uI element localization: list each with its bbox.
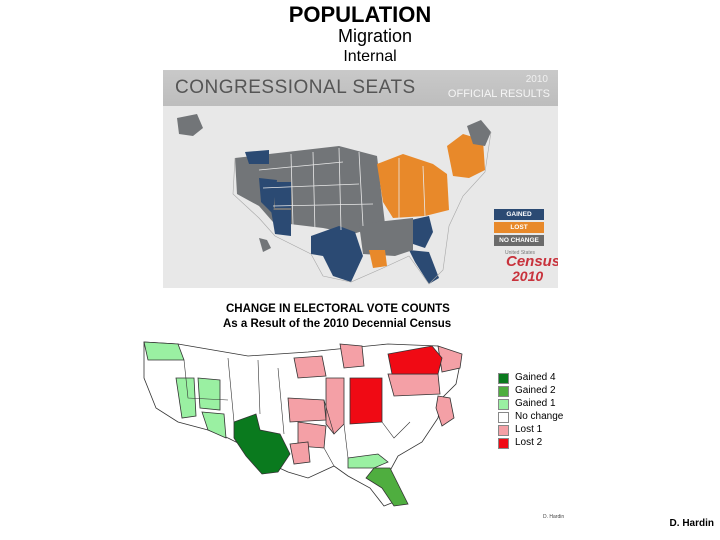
ev-nevada-shape <box>175 377 197 419</box>
ev-washington-shape <box>143 341 185 361</box>
ev-legend-lost-1: Lost 1 <box>498 424 598 437</box>
ev-pennsylvania-shape <box>387 373 441 397</box>
ev-legend-label: Gained 4 <box>515 372 556 383</box>
seats-map-official: OFFICIAL RESULTS <box>447 88 550 100</box>
ev-map-title: CHANGE IN ELECTORAL VOTE COUNTS <box>226 303 450 315</box>
ev-ohio-shape <box>349 377 383 425</box>
seats-nevada-shape <box>259 178 277 214</box>
ev-illinois-shape <box>325 377 345 435</box>
seats-map-graphic <box>177 114 492 285</box>
seats-hawaii-shape <box>259 238 271 252</box>
ev-legend-gained-1: Gained 1 <box>498 398 598 411</box>
ev-legend-lost-2: Lost 2 <box>498 437 598 450</box>
page-subtitle: Migration <box>337 26 413 46</box>
seats-map-body: GAINED LOST NO CHANGE <box>163 106 558 288</box>
ev-new-jersey-shape <box>435 395 455 427</box>
ev-legend-gained-4: Gained 4 <box>498 372 598 385</box>
congressional-seats-map: CONGRESSIONAL SEATS 2010 OFFICIAL RESULT… <box>163 70 558 288</box>
ev-new-york-shape <box>387 345 443 375</box>
census-logo-year: 2010 <box>512 268 544 284</box>
seats-midwest-lost-shape <box>377 154 449 218</box>
ev-map-graphic <box>143 341 463 507</box>
ev-michigan-shape <box>339 343 365 369</box>
seats-northeast-lost-shape <box>447 134 485 178</box>
ev-legend-label: Lost 1 <box>515 424 543 435</box>
ev-legend-label: Lost 2 <box>515 437 543 448</box>
seats-florida-shape <box>409 250 439 284</box>
ev-map-credit: D. Hardin <box>543 514 565 520</box>
ev-legend-label: Gained 2 <box>515 385 556 396</box>
ev-map-subtitle: As a Result of the 2010 Decennial Census <box>223 318 452 330</box>
ev-georgia-shape <box>347 453 389 469</box>
ev-legend-swatch <box>498 399 509 410</box>
seats-map-title: CONGRESSIONAL SEATS <box>175 77 416 98</box>
ev-arizona-shape <box>201 411 227 439</box>
census-logo-small: United States <box>505 250 536 256</box>
ev-legend-swatch <box>498 412 509 423</box>
seats-washington-shape <box>245 150 269 164</box>
ev-louisiana-shape <box>289 441 311 465</box>
legend-gained: GAINED <box>494 209 544 220</box>
ev-legend-swatch <box>498 425 509 436</box>
seats-map-header: CONGRESSIONAL SEATS 2010 OFFICIAL RESULT… <box>163 70 558 106</box>
seats-arizona-shape <box>271 210 291 236</box>
ev-iowa-shape <box>287 397 327 423</box>
page-title: POPULATION <box>288 2 432 27</box>
census-logo-word: Census <box>506 253 558 270</box>
seats-south-nochange-shape <box>359 218 413 256</box>
seats-alaska-shape <box>177 114 203 136</box>
ev-legend-swatch <box>498 373 509 384</box>
page-subsubtitle: Internal <box>343 48 397 65</box>
ev-legend-label: No change <box>515 411 564 422</box>
seats-new-england-shape <box>467 120 491 146</box>
ev-legend-label: Gained 1 <box>515 398 556 409</box>
slide-credit: D. Hardin <box>669 518 714 529</box>
ev-legend-gained-2: Gained 2 <box>498 385 598 398</box>
ev-texas-shape <box>233 413 291 475</box>
seats-map-year: 2010 <box>525 74 548 85</box>
ev-legend-swatch <box>498 386 509 397</box>
seats-louisiana-shape <box>369 250 387 268</box>
legend-nochange: NO CHANGE <box>494 235 544 246</box>
legend-lost: LOST <box>494 222 544 233</box>
ev-minnesota-shape <box>293 355 327 379</box>
ev-utah-shape <box>197 377 221 411</box>
seats-texas-shape <box>311 226 363 282</box>
seats-southeast-gained-shape <box>411 216 433 248</box>
ev-legend-swatch <box>498 438 509 449</box>
ev-legend-no-change: No change <box>498 411 598 424</box>
ev-florida-shape <box>365 467 409 507</box>
seats-utah-shape <box>275 182 291 208</box>
